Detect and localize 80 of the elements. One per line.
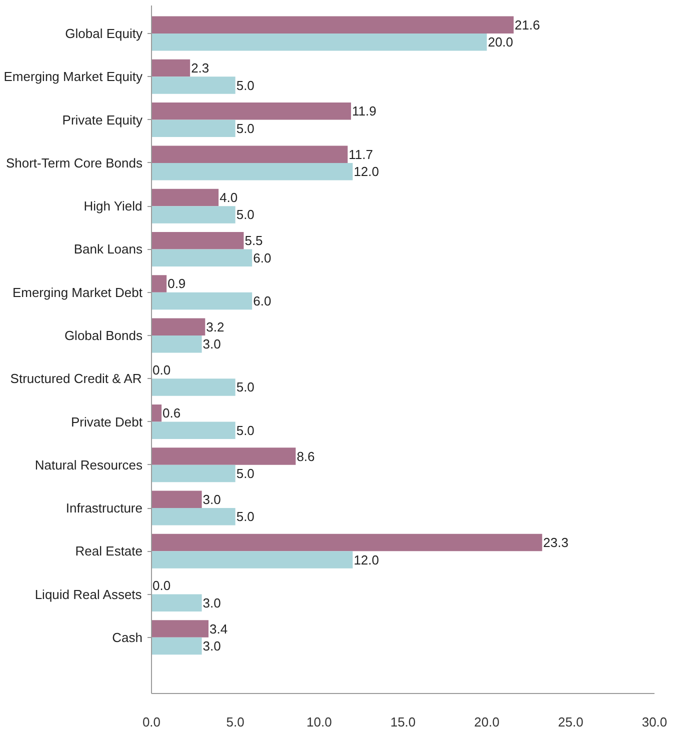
data-label: 2.3 [191, 60, 210, 76]
bar [152, 120, 236, 138]
bar [152, 318, 206, 336]
bar [152, 275, 167, 292]
y-tick-label: Cash [112, 630, 143, 645]
data-label: 5.0 [236, 380, 254, 395]
data-label: 5.0 [236, 466, 254, 482]
bar [152, 490, 202, 508]
data-label: 0.6 [162, 406, 181, 421]
bar [152, 508, 236, 526]
y-tick-label: High Yield [84, 198, 142, 214]
x-tick-label: 30.0 [642, 714, 668, 729]
data-label: 12.0 [354, 552, 380, 568]
bar [152, 249, 252, 266]
bar [152, 232, 244, 250]
bar [152, 146, 348, 163]
y-tick-label: Private Equity [62, 112, 143, 128]
bar [152, 102, 352, 120]
bar [152, 422, 236, 440]
y-tick-label: Infrastructure [66, 500, 143, 516]
bar [152, 464, 236, 482]
x-tick-label: 20.0 [474, 714, 500, 729]
bar [152, 594, 202, 612]
data-label: 20.0 [488, 34, 514, 50]
data-label: 8.6 [296, 448, 315, 464]
data-label: 11.9 [352, 104, 376, 119]
data-label: 3.4 [210, 621, 228, 636]
bar [152, 448, 296, 465]
data-label: 5.5 [244, 233, 263, 248]
y-tick-label: Structured Credit & AR [10, 371, 142, 386]
data-label: 6.0 [253, 293, 272, 308]
x-tick-label: 15.0 [390, 714, 416, 729]
bar [152, 34, 487, 51]
y-tick-label: Liquid Real Assets [34, 586, 142, 602]
data-label: 4.0 [220, 190, 238, 205]
bar [152, 335, 202, 353]
bar [152, 59, 190, 77]
y-tick-label: Real Estate [75, 544, 142, 559]
bar [152, 378, 236, 396]
bar [152, 206, 236, 224]
bar [152, 620, 209, 638]
data-label: 0.0 [152, 362, 171, 378]
data-label: 6.0 [253, 250, 272, 266]
bar [152, 76, 236, 94]
y-tick-label: Bank Loans [74, 242, 143, 257]
bar [152, 162, 353, 180]
data-label: 21.6 [514, 17, 540, 32]
data-label: 12.0 [354, 164, 380, 180]
data-label: 5.0 [236, 207, 254, 222]
data-label: 0.0 [152, 578, 171, 594]
y-tick-label: Global Bonds [64, 328, 143, 343]
x-tick-label: 25.0 [558, 714, 584, 729]
bar [152, 188, 219, 206]
data-label: 3.0 [202, 336, 221, 352]
data-label: 23.3 [543, 535, 568, 550]
y-tick-label: Short-Term Core Bonds [6, 155, 143, 170]
data-label: 5.0 [236, 422, 254, 438]
data-label: 5.0 [236, 509, 254, 524]
bar [152, 16, 514, 34]
y-tick-label: Natural Resources [34, 457, 143, 472]
y-tick-label: Global Equity [65, 26, 143, 42]
data-label: 11.7 [348, 146, 374, 162]
data-label: 3.2 [206, 319, 224, 334]
bar [152, 637, 202, 655]
bar [152, 292, 252, 310]
x-tick-label: 10.0 [306, 714, 332, 729]
data-label: 3.0 [202, 492, 221, 507]
data-label: 5.0 [236, 78, 254, 93]
data-label: 3.0 [202, 638, 221, 654]
y-tick-label: Private Debt [70, 414, 143, 430]
data-label: 3.0 [202, 595, 221, 610]
data-label: 0.9 [168, 276, 186, 292]
bar [152, 551, 353, 568]
data-label: 5.0 [236, 120, 254, 136]
y-tick-label: Emerging Market Equity [4, 69, 143, 84]
x-tick-label: 0.0 [142, 714, 161, 729]
y-tick-label: Emerging Market Debt [12, 284, 143, 300]
bar [152, 534, 542, 552]
bar [152, 404, 162, 422]
x-tick-label: 5.0 [226, 714, 244, 729]
